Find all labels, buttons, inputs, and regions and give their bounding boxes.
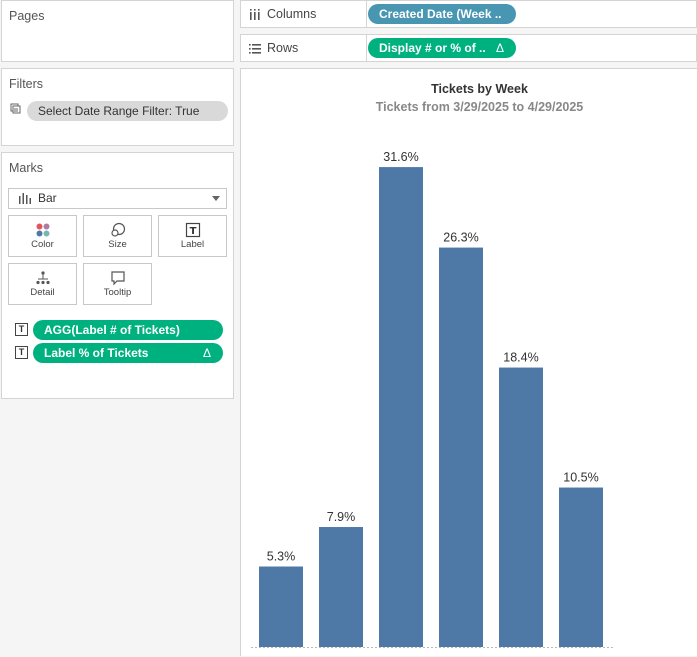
tooltip-icon bbox=[111, 271, 125, 286]
bar-label-week-5: 18.4% bbox=[503, 351, 538, 365]
bar-week-1[interactable] bbox=[259, 566, 303, 647]
chart-title: Tickets by Week bbox=[431, 82, 528, 96]
bar-label-week-1: 5.3% bbox=[267, 550, 296, 564]
pages-title: Pages bbox=[9, 9, 45, 23]
text-label-icon: T bbox=[15, 323, 28, 336]
label-tickets-percent-text: Label % of Tickets bbox=[44, 346, 149, 360]
detail-icon bbox=[36, 271, 50, 285]
color-button[interactable]: Color bbox=[8, 215, 77, 257]
chart-subtitle: Tickets from 3/29/2025 to 4/29/2025 bbox=[375, 100, 584, 114]
chevron-down-icon bbox=[212, 196, 220, 201]
mark-type-dropdown[interactable]: Bar bbox=[8, 188, 227, 209]
pages-panel: Pages bbox=[1, 0, 234, 62]
size-button[interactable]: Size bbox=[83, 215, 152, 257]
filters-title: Filters bbox=[9, 77, 44, 91]
marks-title: Marks bbox=[9, 161, 44, 175]
bar-week-4[interactable] bbox=[439, 247, 483, 647]
delta-icon: Δ bbox=[495, 41, 504, 55]
shelf-divider bbox=[366, 1, 367, 27]
bar-label-week-2: 7.9% bbox=[327, 510, 356, 524]
bar-week-5[interactable] bbox=[499, 367, 543, 647]
filter-context-icon bbox=[10, 103, 21, 114]
delta-icon: Δ bbox=[202, 346, 211, 360]
svg-text:T: T bbox=[190, 226, 197, 237]
color-dots-icon bbox=[36, 223, 50, 237]
created-date-week-text: Created Date (Week .. bbox=[379, 7, 502, 21]
bar-label-week-4: 26.3% bbox=[443, 231, 478, 245]
color-button-label: Color bbox=[31, 239, 54, 250]
bar-label-week-6: 10.5% bbox=[563, 471, 598, 485]
detail-button[interactable]: Detail bbox=[8, 263, 77, 305]
columns-label: Columns bbox=[267, 7, 317, 21]
rows-icon bbox=[249, 44, 261, 54]
rows-label: Rows bbox=[267, 41, 299, 55]
size-icon bbox=[111, 222, 126, 237]
filter-pill-label: Select Date Range Filter: True bbox=[38, 104, 200, 118]
columns-icon bbox=[250, 9, 260, 20]
created-date-week-pill[interactable]: Created Date (Week .. bbox=[368, 4, 516, 24]
label-button-label: Label bbox=[180, 239, 205, 250]
tooltip-button[interactable]: Tooltip bbox=[83, 263, 152, 305]
text-label-icon: T bbox=[15, 346, 28, 359]
label-button[interactable]: T Label bbox=[158, 215, 227, 257]
text-label-icon: T bbox=[185, 222, 201, 238]
display-count-or-percent-pill[interactable]: Display # or % of .. Δ bbox=[368, 38, 516, 58]
bar-week-3[interactable] bbox=[379, 167, 423, 647]
shelf-divider bbox=[366, 35, 367, 61]
visualization-pane[interactable]: Tickets by Week Tickets from 3/29/2025 t… bbox=[240, 68, 697, 656]
display-count-or-percent-text: Display # or % of .. bbox=[379, 41, 486, 55]
mark-type-value: Bar bbox=[38, 191, 57, 205]
bar-chart-icon bbox=[19, 193, 31, 204]
label-tickets-count-pill[interactable]: AGG(Label # of Tickets) bbox=[33, 320, 223, 340]
bar-week-2[interactable] bbox=[319, 527, 363, 647]
label-tickets-percent-pill[interactable]: Label % of Tickets Δ bbox=[33, 343, 223, 363]
size-button-label: Size bbox=[108, 239, 127, 250]
bar-week-6[interactable] bbox=[559, 487, 603, 647]
date-range-filter-pill[interactable]: Select Date Range Filter: True bbox=[27, 101, 228, 121]
bar-chart: 5.3% 7.9% 31.6% 26.3% 18.4% 10.5% bbox=[251, 150, 613, 648]
tooltip-button-label: Tooltip bbox=[103, 287, 132, 298]
bar-label-week-3: 31.6% bbox=[383, 150, 418, 164]
label-tickets-count-text: AGG(Label # of Tickets) bbox=[44, 323, 180, 337]
detail-button-label: Detail bbox=[30, 287, 55, 298]
